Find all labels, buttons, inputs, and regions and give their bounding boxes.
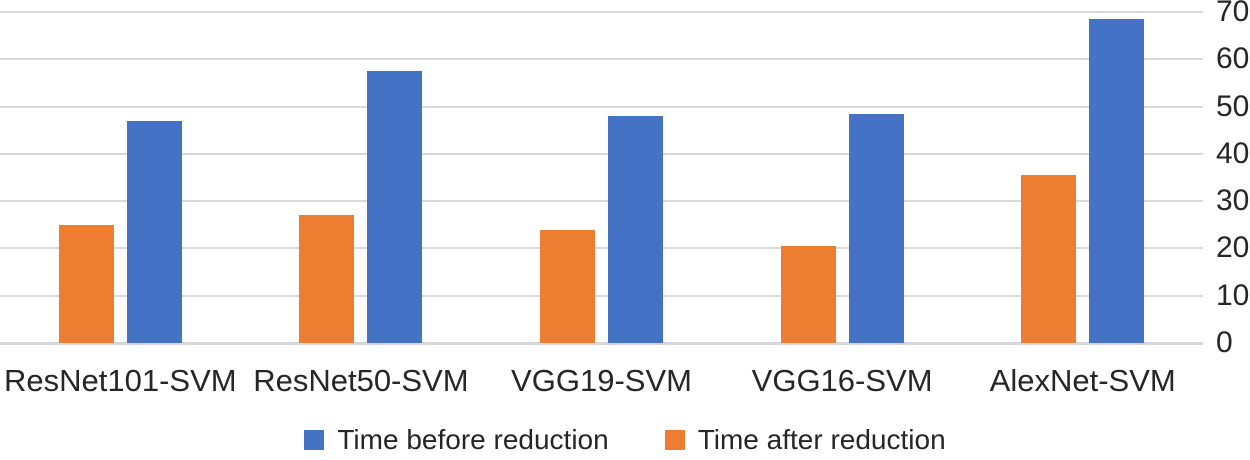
- bar-time-after-reduction-resnet101-svm: [58, 224, 114, 343]
- plot-area: [0, 11, 1203, 345]
- category-label-resnet101-svm: ResNet101-SVM: [4, 363, 237, 398]
- y-tick-label: 0: [1216, 326, 1233, 359]
- y-tick-label: 70: [1216, 0, 1250, 28]
- legend-item-time-before-reduction: Time before reduction: [304, 424, 609, 455]
- x-axis-line: [0, 342, 1203, 345]
- category-label-vgg19-svm: VGG19-SVM: [511, 363, 692, 398]
- bar-time-after-reduction-vgg16-svm: [780, 246, 836, 343]
- bar-time-after-reduction-vgg19-svm: [540, 229, 595, 343]
- chart-legend: Time before reduction Time after reducti…: [0, 426, 1250, 454]
- bar-time-after-reduction-alexnet-svm: [1021, 175, 1077, 343]
- bar-time-before-reduction-resnet101-svm: [126, 120, 182, 343]
- gridline: [0, 58, 1203, 61]
- gridline: [0, 152, 1203, 155]
- y-tick-label: 50: [1216, 89, 1250, 123]
- gridline: [0, 105, 1203, 108]
- legend-item-time-after-reduction: Time after reduction: [664, 424, 946, 455]
- y-tick-label: 30: [1216, 184, 1250, 218]
- bar-time-before-reduction-vgg19-svm: [608, 116, 663, 343]
- y-tick-label: 60: [1216, 42, 1250, 76]
- y-tick-label: 20: [1216, 231, 1250, 265]
- bar-time-before-reduction-alexnet-svm: [1089, 19, 1145, 343]
- y-tick-label: 40: [1216, 136, 1250, 170]
- gridline: [0, 294, 1203, 297]
- gridline: [0, 247, 1203, 250]
- category-label-vgg16-svm: VGG16-SVM: [751, 363, 933, 398]
- y-tick-label: 10: [1216, 278, 1250, 312]
- gridline: [0, 200, 1203, 203]
- bar-time-after-reduction-resnet50-svm: [299, 215, 355, 343]
- category-label-resnet50-svm: ResNet50-SVM: [253, 363, 469, 398]
- legend-swatch-blue-icon: [304, 430, 325, 450]
- legend-swatch-orange-icon: [664, 430, 685, 450]
- legend-label-time-after-reduction: Time after reduction: [697, 424, 946, 455]
- gridline: [0, 11, 1203, 13]
- bar-time-before-reduction-vgg16-svm: [848, 113, 904, 343]
- legend-label-time-before-reduction: Time before reduction: [337, 424, 609, 455]
- bar-time-before-reduction-resnet50-svm: [367, 71, 423, 343]
- category-label-alexnet-svm: AlexNet-SVM: [989, 363, 1176, 398]
